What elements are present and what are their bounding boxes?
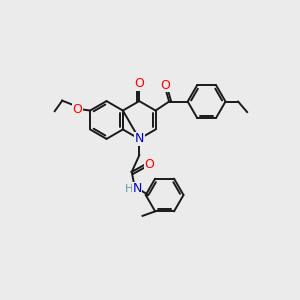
Text: O: O xyxy=(134,77,144,90)
Text: N: N xyxy=(134,132,144,146)
Text: O: O xyxy=(160,79,170,92)
Text: H: H xyxy=(125,184,134,194)
Text: N: N xyxy=(132,182,142,196)
Text: O: O xyxy=(144,158,154,171)
Text: O: O xyxy=(73,103,82,116)
